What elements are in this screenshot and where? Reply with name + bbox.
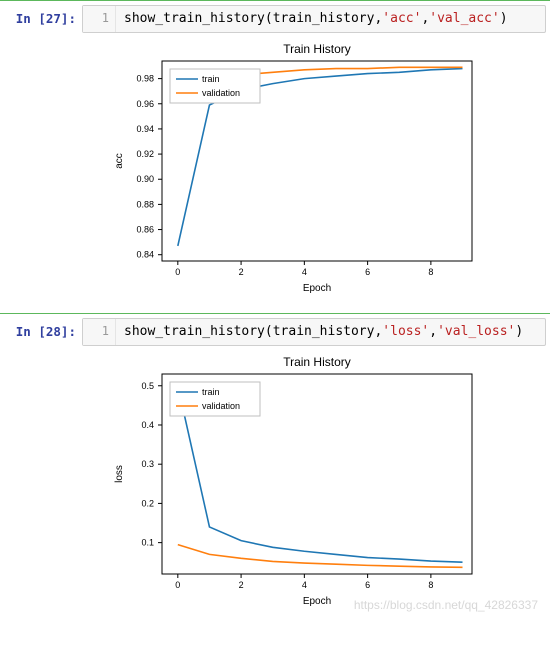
svg-text:0.1: 0.1 (141, 538, 154, 548)
code-text: show_train_history(train_history,'acc','… (116, 6, 516, 32)
svg-text:6: 6 (365, 267, 370, 277)
line-number: 1 (83, 319, 116, 345)
svg-text:8: 8 (428, 267, 433, 277)
code-input[interactable]: 1 show_train_history(train_history,'loss… (82, 318, 546, 346)
svg-text:0.2: 0.2 (141, 499, 154, 509)
code-input[interactable]: 1 show_train_history(train_history,'acc'… (82, 5, 546, 33)
svg-text:8: 8 (428, 580, 433, 590)
cell-body: 1 show_train_history(train_history,'acc'… (82, 5, 550, 305)
svg-text:0.98: 0.98 (136, 74, 154, 84)
svg-text:0.3: 0.3 (141, 460, 154, 470)
svg-text:0.96: 0.96 (136, 99, 154, 109)
svg-text:Epoch: Epoch (303, 596, 331, 607)
acc-chart: Train History 0 2 4 6 8 0.84 0.86 0.88 0.90 0.92 0.… (102, 37, 492, 297)
svg-text:Train History: Train History (283, 42, 351, 56)
svg-text:validation: validation (202, 88, 240, 98)
svg-text:0.88: 0.88 (136, 200, 154, 210)
svg-text:0.5: 0.5 (141, 381, 154, 391)
svg-text:0: 0 (175, 267, 180, 277)
loss-chart: Train History 0 2 4 6 8 0.1 0.2 0.3 0.4 0.5 Epoch lo… (102, 350, 492, 610)
svg-text:4: 4 (302, 580, 307, 590)
output-area: Train History 0 2 4 6 8 0.1 0.2 0.3 0.4 0.5 Epoch lo… (82, 346, 546, 618)
notebook-cell-27: In [27]: 1 show_train_history(train_hist… (0, 0, 550, 313)
svg-text:0.92: 0.92 (136, 149, 154, 159)
svg-text:2: 2 (239, 580, 244, 590)
svg-text:0.86: 0.86 (136, 225, 154, 235)
svg-text:validation: validation (202, 401, 240, 411)
line-number: 1 (83, 6, 116, 32)
svg-text:2: 2 (239, 267, 244, 277)
svg-text:train: train (202, 74, 220, 84)
svg-text:0: 0 (175, 580, 180, 590)
cell-body: 1 show_train_history(train_history,'loss… (82, 318, 550, 618)
svg-text:0.94: 0.94 (136, 124, 154, 134)
code-text: show_train_history(train_history,'loss',… (116, 319, 531, 345)
svg-text:0.84: 0.84 (136, 250, 154, 260)
svg-text:0.4: 0.4 (141, 420, 154, 430)
notebook-cell-28: In [28]: 1 show_train_history(train_hist… (0, 313, 550, 626)
svg-text:Epoch: Epoch (303, 283, 331, 294)
input-prompt: In [27]: (0, 5, 82, 26)
output-area: Train History 0 2 4 6 8 0.84 0.86 0.88 0.90 0.92 0.… (82, 33, 546, 305)
svg-text:6: 6 (365, 580, 370, 590)
svg-text:train: train (202, 387, 220, 397)
svg-text:0.90: 0.90 (136, 174, 154, 184)
svg-text:acc: acc (114, 153, 125, 169)
input-prompt: In [28]: (0, 318, 82, 339)
svg-text:Train History: Train History (283, 355, 351, 369)
svg-text:loss: loss (114, 465, 125, 483)
svg-text:4: 4 (302, 267, 307, 277)
